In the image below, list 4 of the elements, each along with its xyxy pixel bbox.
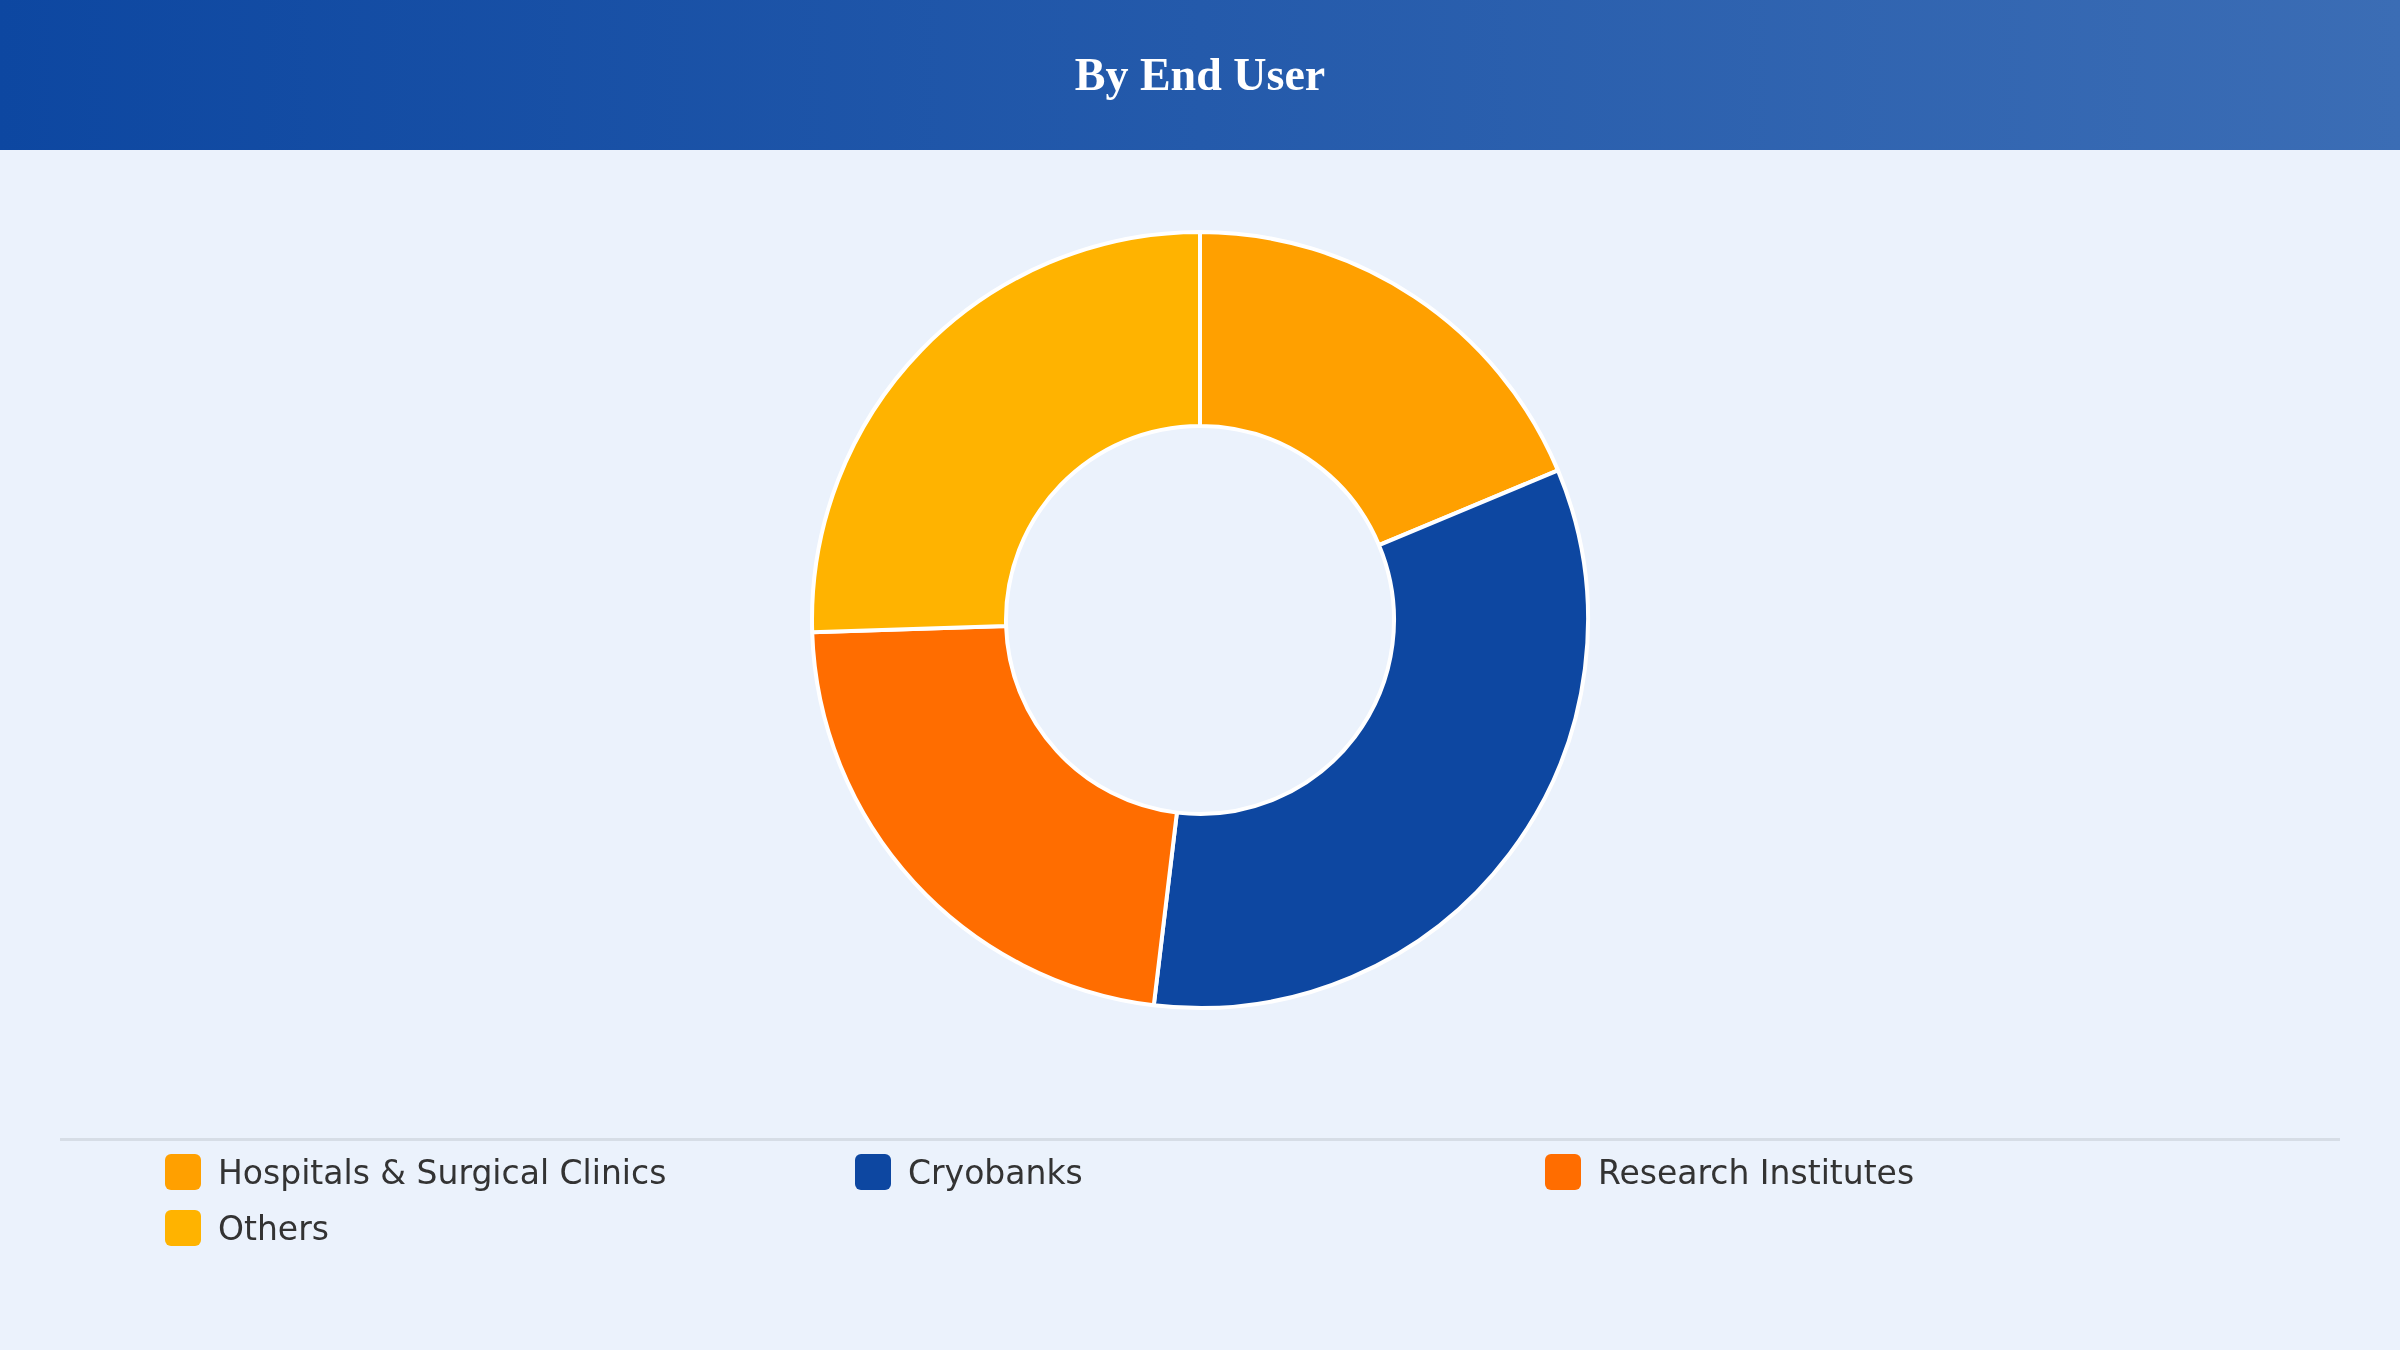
legend-label: Others: [218, 1208, 329, 1248]
legend-label: Hospitals & Surgical Clinics: [218, 1152, 667, 1192]
legend-label: Research Institutes: [1598, 1152, 1915, 1192]
legend-label: Cryobanks: [908, 1152, 1083, 1192]
